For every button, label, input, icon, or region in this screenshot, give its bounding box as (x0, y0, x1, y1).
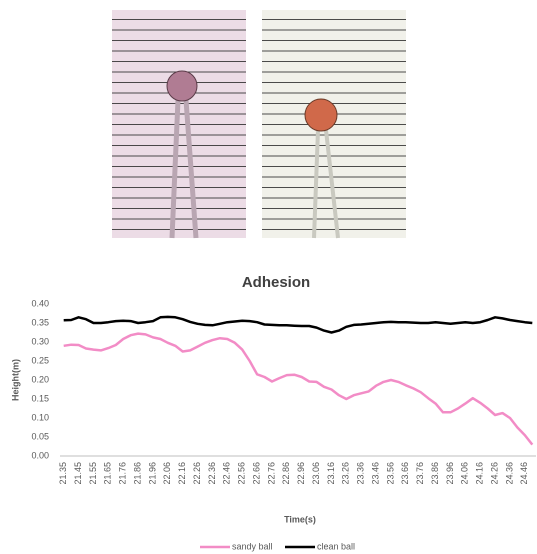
y-tick-label: 0.20 (31, 374, 49, 384)
x-tick-label: 23.36 (356, 462, 366, 485)
x-tick-label: 22.96 (296, 462, 306, 485)
x-tick-label: 22.06 (162, 462, 172, 485)
x-tick-label: 23.86 (430, 462, 440, 485)
y-tick-label: 0.35 (31, 317, 49, 327)
x-tick-label: 22.16 (177, 462, 187, 485)
y-tick-label: 0.00 (31, 450, 49, 460)
legend-label: sandy ball (232, 541, 273, 551)
photo-clean (262, 10, 406, 239)
x-tick-label: 24.16 (475, 462, 485, 485)
x-tick-label: 23.56 (385, 462, 395, 485)
x-tick-label: 22.46 (222, 462, 232, 485)
x-tick-label: 23.26 (341, 462, 351, 485)
x-tick-label: 21.55 (88, 462, 98, 485)
x-tick-label: 21.86 (132, 462, 142, 485)
x-axis-title: Time(s) (284, 514, 316, 524)
x-tick-label: 22.36 (207, 462, 217, 485)
x-tick-label: 23.96 (445, 462, 455, 485)
x-tick-label: 24.06 (460, 462, 470, 485)
legend-label: clean ball (317, 541, 355, 551)
y-tick-label: 0.05 (31, 431, 49, 441)
x-tick-label: 21.96 (147, 462, 157, 485)
x-tick-label: 21.45 (73, 462, 83, 485)
x-tick-label: 23.46 (370, 462, 380, 485)
x-tick-label: 24.36 (504, 462, 514, 485)
x-tick-label: 22.66 (251, 462, 261, 485)
x-tick-label: 22.56 (237, 462, 247, 485)
y-tick-label: 0.40 (31, 298, 49, 308)
x-tick-label: 23.76 (415, 462, 425, 485)
x-tick-label: 21.76 (118, 462, 128, 485)
y-tick-label: 0.30 (31, 336, 49, 346)
y-tick-label: 0.25 (31, 355, 49, 365)
x-tick-label: 22.26 (192, 462, 202, 485)
x-tick-label: 21.65 (103, 462, 113, 485)
chart-title: Adhesion (242, 274, 310, 291)
photo-sandy (112, 10, 246, 239)
x-tick-label: 23.66 (400, 462, 410, 485)
series-line (63, 315, 533, 334)
x-tick-label: 21.35 (58, 462, 68, 485)
y-axis-title: Height(m) (10, 359, 20, 401)
y-tick-label: 0.10 (31, 412, 49, 422)
y-tick-label: 0.15 (31, 393, 49, 403)
x-tick-label: 22.76 (266, 462, 276, 485)
x-tick-label: 22.86 (281, 462, 291, 485)
x-tick-label: 24.46 (519, 462, 529, 485)
x-tick-label: 23.16 (326, 462, 336, 485)
series-line (63, 332, 534, 446)
x-tick-label: 24.26 (489, 462, 499, 485)
x-tick-label: 23.06 (311, 462, 321, 485)
